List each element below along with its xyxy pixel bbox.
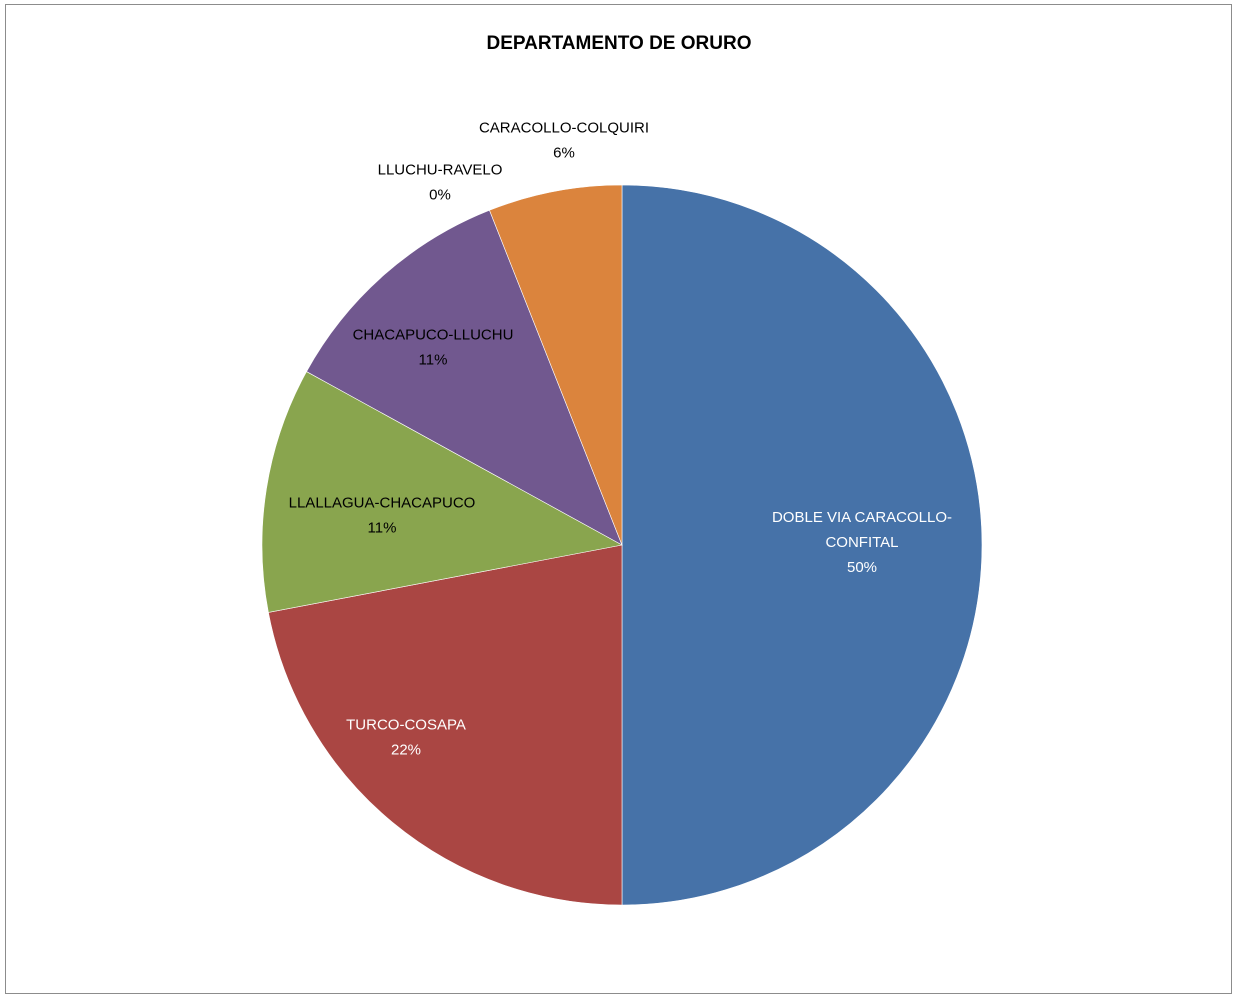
data-label-percent: 11% [368, 520, 397, 537]
data-label: TURCO-COSAPA 22% [346, 717, 466, 759]
data-label-category: CHACAPUCO-LLUCHU [353, 327, 514, 344]
data-label-category: TURCO-COSAPA [346, 717, 466, 734]
data-label: CARACOLLO-COLQUIRI 6% [479, 120, 649, 162]
data-label-percent: 11% [419, 352, 448, 369]
data-label: DOBLE VIA CARACOLLO- CONFITAL 50% [772, 509, 952, 576]
data-label-category: CONFITAL [825, 534, 898, 551]
data-label-category: DOBLE VIA CARACOLLO- [772, 509, 952, 526]
pie-slice-doble-via-caracollo-confital [621, 184, 983, 906]
data-label-category: CARACOLLO-COLQUIRI [479, 120, 649, 137]
data-label-percent: 6% [553, 145, 575, 162]
pie-slice-chacapuco-lluchu [306, 209, 623, 546]
chart-title: DEPARTAMENTO DE ORURO [486, 33, 752, 54]
data-label-category: LLUCHU-RAVELO [378, 162, 503, 179]
data-label-category: LLALLAGUA-CHACAPUCO [289, 495, 476, 512]
data-label-percent: 22% [391, 742, 421, 759]
data-label: LLALLAGUA-CHACAPUCO 11% [289, 495, 476, 537]
pie-slice-caracollo-colquiri [489, 184, 623, 546]
data-label-percent: 50% [847, 559, 877, 576]
pie-slice-turco-cosapa [268, 544, 623, 906]
data-label: LLUCHU-RAVELO 0% [378, 162, 503, 204]
data-label-percent: 0% [429, 187, 451, 204]
pie-slice-llallagua-chacapuco [261, 371, 623, 613]
data-label: CHACAPUCO-LLUCHU 11% [353, 327, 514, 369]
